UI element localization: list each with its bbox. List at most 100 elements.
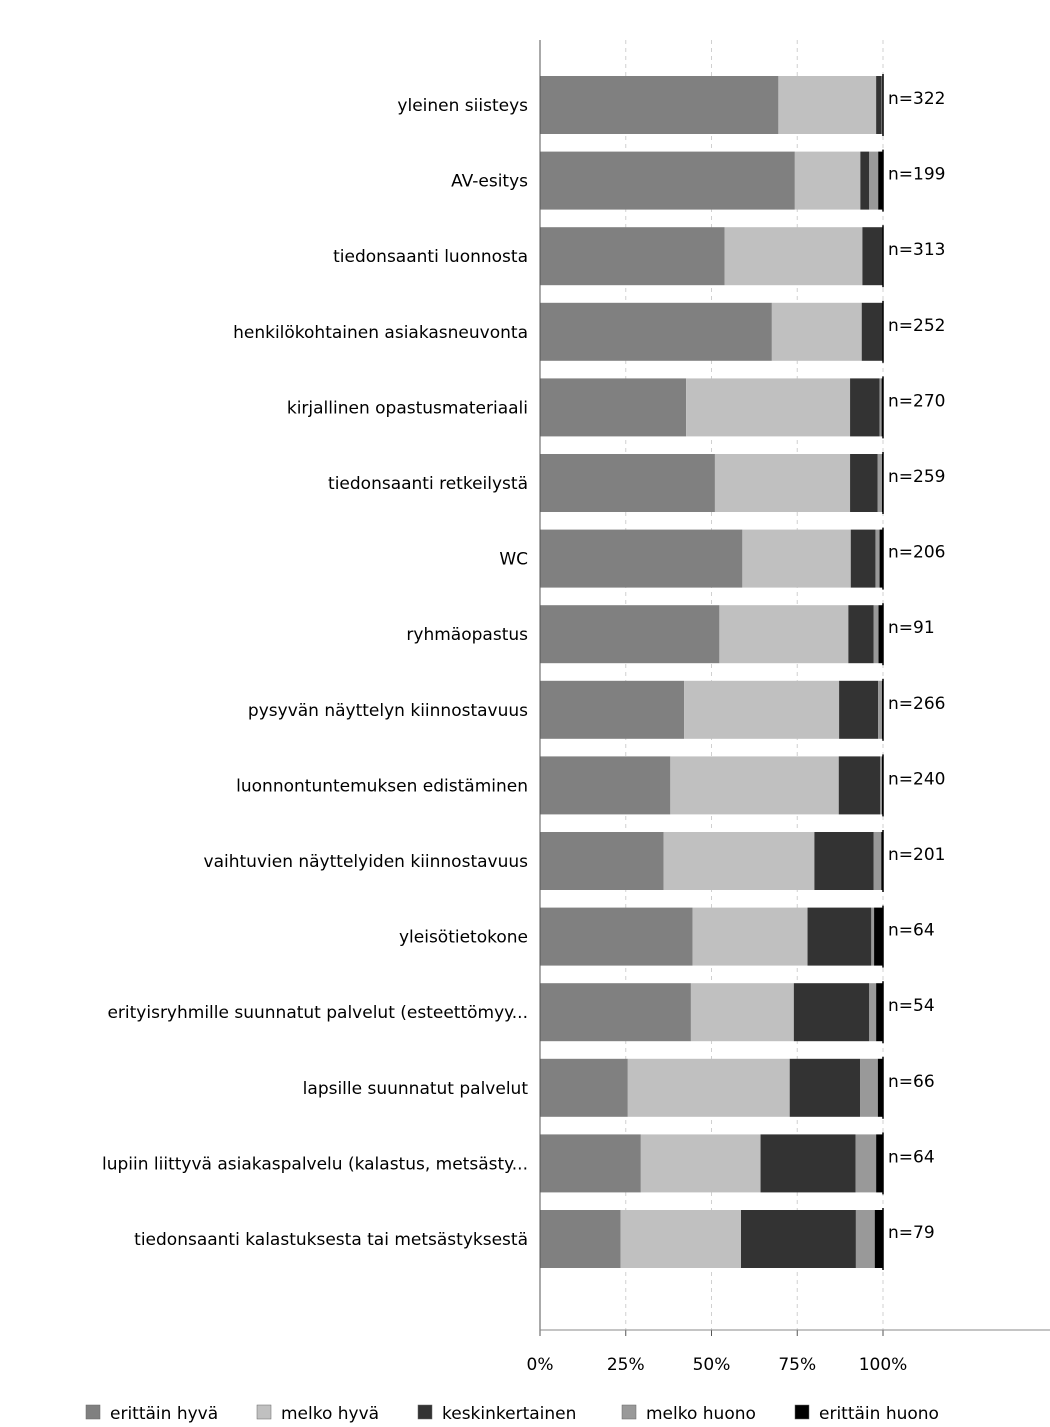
bar-segment: [878, 605, 883, 664]
bar-segment: [540, 605, 720, 664]
bar-segment: [871, 907, 875, 966]
x-tick-label: 100%: [859, 1355, 908, 1375]
n-label: n=199: [888, 165, 945, 185]
bar-segment: [876, 1134, 883, 1193]
bar-segment: [789, 1058, 861, 1117]
legend: erittäin hyvä melko hyvä keskinkertainen me…: [85, 1404, 939, 1424]
bar-segment: [878, 151, 883, 210]
bar-segment: [540, 1210, 621, 1268]
bar-segment: [670, 756, 839, 815]
category-label: yleisötietokone: [399, 928, 528, 948]
bar-segment: [620, 1210, 741, 1268]
legend-swatch: [621, 1404, 637, 1420]
bar-segment: [740, 1210, 856, 1268]
bar-segment: [874, 907, 883, 966]
bar-segment: [540, 680, 685, 739]
bar-segment: [876, 76, 882, 134]
bar-segment: [686, 378, 851, 437]
n-label: n=240: [888, 769, 945, 789]
x-tick-label: 50%: [693, 1355, 731, 1375]
category-label: WC: [499, 550, 528, 570]
legend-label: keskinkertainen: [442, 1404, 576, 1424]
legend-swatch: [794, 1404, 810, 1420]
bar-segment: [778, 76, 877, 134]
legend-swatch: [417, 1404, 433, 1420]
bar-segment: [873, 832, 882, 890]
bar-segment: [690, 983, 794, 1042]
category-label: tiedonsaanti kalastuksesta tai metsästyk…: [134, 1230, 528, 1250]
n-label: n=91: [888, 618, 935, 638]
bar-segment: [540, 983, 691, 1042]
bar-segment: [627, 1058, 790, 1117]
category-label: ryhmäopastus: [406, 625, 528, 645]
bar-segment: [719, 605, 849, 664]
bar-segment: [869, 983, 877, 1042]
bar-segment: [814, 832, 874, 890]
x-tick-label: 75%: [778, 1355, 816, 1375]
bar-segment: [848, 605, 874, 664]
category-label: lapsille suunnatut palvelut: [303, 1079, 529, 1099]
bar-segment: [684, 680, 840, 739]
bar-segment: [879, 529, 883, 588]
category-label: tiedonsaanti retkeilystä: [328, 474, 528, 494]
legend-label: erittäin hyvä: [110, 1404, 218, 1424]
category-label: vaihtuvien näyttelyiden kiinnostavuus: [204, 852, 529, 872]
legend-swatch: [256, 1404, 272, 1420]
bar-segment: [881, 76, 883, 134]
n-label: n=266: [888, 694, 945, 714]
bar-segment: [879, 378, 882, 437]
bar-segment: [692, 907, 808, 966]
n-label: n=206: [888, 543, 945, 563]
bar-segment: [663, 832, 815, 890]
category-label: lupiin liittyvä asiakaspalvelu (kalastus…: [102, 1154, 528, 1174]
bar-segment: [860, 1058, 878, 1117]
n-label: n=66: [888, 1072, 935, 1092]
category-label: pysyvän näyttelyn kiinnostavuus: [248, 701, 528, 721]
category-label: yleinen siisteys: [397, 96, 528, 116]
bar-segment: [540, 227, 725, 286]
bar-segment: [793, 983, 870, 1042]
bar-segment: [855, 1210, 875, 1268]
legend-label: melko huono: [646, 1404, 756, 1424]
n-label: n=270: [888, 391, 945, 411]
bar-segment: [861, 302, 883, 361]
bar-segment: [540, 76, 779, 134]
bar-segment: [855, 1134, 877, 1193]
bar-segment: [862, 227, 883, 286]
n-label: n=64: [888, 1147, 935, 1167]
x-tick-label: 25%: [607, 1355, 645, 1375]
category-label: AV-esitys: [451, 172, 528, 192]
bar-segment: [875, 529, 880, 588]
bar-segment: [724, 227, 863, 286]
bar-segment: [876, 983, 883, 1042]
axes: 0% 25% 50% 75% 100%: [527, 40, 1050, 1375]
category-label: henkilökohtainen asiakasneuvonta: [233, 323, 528, 343]
bar-segment: [807, 907, 872, 966]
bar-segment: [540, 151, 795, 210]
bar-segment: [877, 1058, 883, 1117]
bar-segment: [540, 378, 687, 437]
x-tick-label: 0%: [527, 1355, 554, 1375]
legend-label: erittäin huono: [819, 1404, 939, 1424]
n-label: n=54: [888, 996, 935, 1016]
bar-segment: [760, 1134, 856, 1193]
bar-segment: [850, 529, 876, 588]
bar-segment: [839, 680, 879, 739]
category-label: erityisryhmille suunnatut palvelut (este…: [107, 1003, 528, 1023]
bar-segment: [540, 454, 715, 512]
bar-segment: [869, 151, 879, 210]
n-label: n=64: [888, 921, 935, 941]
n-label: n=201: [888, 845, 945, 865]
n-label: n=79: [888, 1223, 935, 1243]
legend-label: melko hyvä: [281, 1404, 379, 1424]
bar-segment: [881, 832, 883, 890]
category-label: luonnontuntemuksen edistäminen: [236, 776, 528, 796]
bar-segment: [771, 302, 862, 361]
n-labels: n=322 n=199 n=313 n=252 n=270 n=259 n=206 n=91 n…: [888, 89, 945, 1243]
category-label: kirjallinen opastusmateriaali: [287, 398, 528, 418]
bar-segment: [540, 302, 772, 361]
bar-segment: [794, 151, 861, 210]
bar-segment: [540, 1058, 628, 1117]
bar-segment: [640, 1134, 761, 1193]
